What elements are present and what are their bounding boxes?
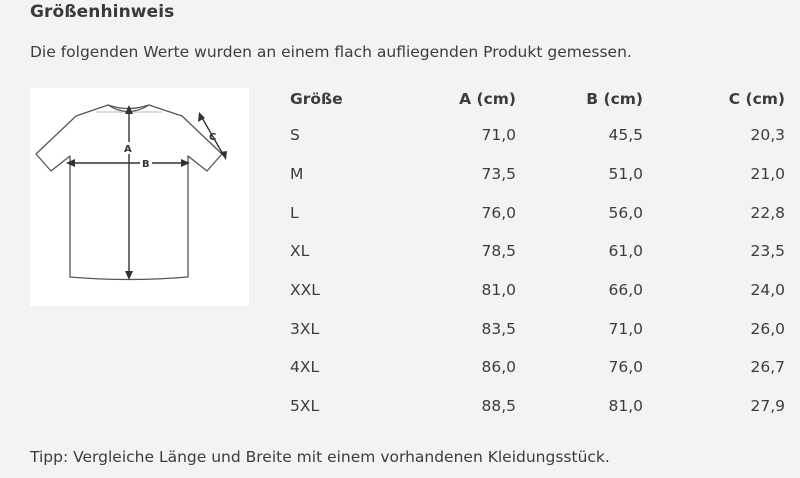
table-row: 5XL 88,5 81,0 27,9 — [290, 387, 785, 426]
cell-c: 27,9 — [750, 397, 785, 416]
table-row: XL 78,5 61,0 23,5 — [290, 232, 785, 271]
cell-a: 83,5 — [481, 319, 516, 338]
cell-c: 20,3 — [750, 126, 785, 145]
cell-size: S — [290, 126, 300, 145]
table-row: 4XL 86,0 76,0 26,7 — [290, 348, 785, 387]
tshirt-measure-diagram: A B C — [30, 88, 249, 306]
cell-size: 5XL — [290, 397, 320, 416]
cell-b: 45,5 — [608, 126, 643, 145]
intro-text: Die folgenden Werte wurden an einem flac… — [30, 43, 632, 61]
cell-a: 76,0 — [481, 203, 516, 222]
cell-c: 24,0 — [750, 281, 785, 300]
table-row: M 73,5 51,0 21,0 — [290, 155, 785, 194]
header-size: Größe — [290, 90, 343, 108]
cell-b: 76,0 — [608, 358, 643, 377]
cell-b: 61,0 — [608, 242, 643, 261]
cell-a: 78,5 — [481, 242, 516, 261]
cell-c: 21,0 — [750, 165, 785, 184]
cell-c: 22,8 — [750, 203, 785, 222]
cell-a: 88,5 — [481, 397, 516, 416]
cell-b: 81,0 — [608, 397, 643, 416]
header-a: A (cm) — [459, 90, 516, 108]
cell-size: XXL — [290, 281, 320, 300]
page-title: Größenhinweis — [30, 2, 175, 22]
cell-b: 56,0 — [608, 203, 643, 222]
cell-a: 86,0 — [481, 358, 516, 377]
cell-c: 26,0 — [750, 319, 785, 338]
table-header-row: Größe A (cm) B (cm) C (cm) — [290, 82, 785, 116]
label-c: C — [209, 132, 216, 143]
cell-c: 26,7 — [750, 358, 785, 377]
table-row: L 76,0 56,0 22,8 — [290, 193, 785, 232]
cell-b: 71,0 — [608, 319, 643, 338]
cell-c: 23,5 — [750, 242, 785, 261]
cell-size: XL — [290, 242, 310, 261]
header-b: B (cm) — [586, 90, 643, 108]
label-b: B — [142, 159, 150, 170]
cell-a: 73,5 — [481, 165, 516, 184]
tshirt-icon: A B C — [35, 104, 227, 281]
table-row: S 71,0 45,5 20,3 — [290, 116, 785, 155]
cell-size: 4XL — [290, 358, 320, 377]
cell-b: 51,0 — [608, 165, 643, 184]
size-table: Größe A (cm) B (cm) C (cm) S 71,0 45,5 2… — [290, 82, 785, 426]
tip-text: Tipp: Vergleiche Länge und Breite mit ei… — [30, 448, 610, 466]
cell-a: 71,0 — [481, 126, 516, 145]
cell-size: L — [290, 203, 299, 222]
cell-b: 66,0 — [608, 281, 643, 300]
cell-a: 81,0 — [481, 281, 516, 300]
cell-size: 3XL — [290, 319, 320, 338]
table-row: XXL 81,0 66,0 24,0 — [290, 271, 785, 310]
label-a: A — [124, 144, 132, 155]
table-row: 3XL 83,5 71,0 26,0 — [290, 309, 785, 348]
header-c: C (cm) — [728, 90, 785, 108]
cell-size: M — [290, 165, 304, 184]
